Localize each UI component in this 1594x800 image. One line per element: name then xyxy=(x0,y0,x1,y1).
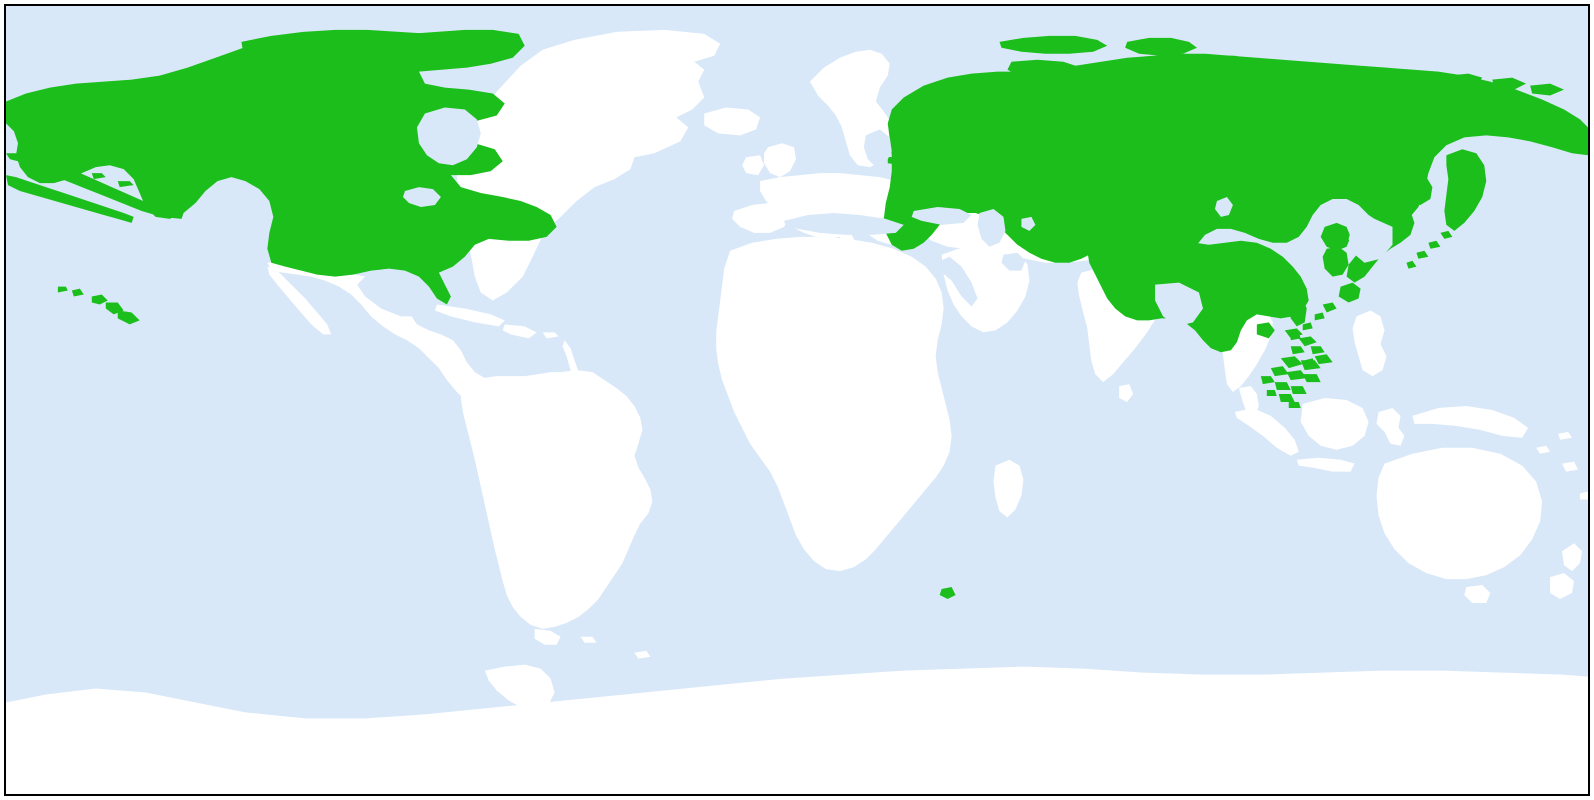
water-red-sea xyxy=(935,256,978,307)
highlighted-country-north-korea xyxy=(1320,222,1351,251)
land-layer xyxy=(6,29,1588,794)
water-gulf-of-mexico xyxy=(357,276,429,317)
landmass-new-guinea xyxy=(1412,405,1529,438)
water-bay-of-bengal xyxy=(1155,282,1203,327)
highlighted-region-south-china-sea-islands xyxy=(1260,328,1333,408)
highlighted-region-ryukyu-islands xyxy=(1290,312,1325,341)
highlighted-country-russia xyxy=(883,53,1588,269)
landmass-africa xyxy=(716,236,952,572)
water-hudson-bay xyxy=(416,107,481,166)
landmass-sri-lanka xyxy=(1119,384,1134,402)
landmass-madagascar xyxy=(993,459,1024,518)
water-lake-baikal xyxy=(1214,197,1233,217)
highlighted-region-south-atlantic-island xyxy=(939,587,956,599)
landmass-sulawesi xyxy=(1376,407,1405,446)
water-aral-sea xyxy=(1021,216,1036,231)
landmass-australia xyxy=(1376,447,1543,580)
water-baltic-sea xyxy=(863,129,892,168)
landmass-iceland xyxy=(704,107,761,136)
highlighted-region-kamchatka xyxy=(1444,149,1487,231)
landmass-new-zealand xyxy=(1550,543,1583,599)
highlighted-region-alaska xyxy=(6,153,184,219)
highlighted-country-canada-usa xyxy=(6,29,557,305)
landmass-sumatra xyxy=(1234,407,1299,456)
map-frame xyxy=(4,4,1590,796)
landmass-antarctic-peninsula xyxy=(484,664,555,711)
highlighted-region-hainan xyxy=(1256,322,1275,339)
water-mediterranean-sea xyxy=(784,212,904,235)
landmass-ireland xyxy=(742,155,765,176)
landmass-borneo xyxy=(1300,398,1369,450)
landmass-iberia xyxy=(732,203,791,233)
water-sea-of-japan xyxy=(1348,218,1393,263)
water-caspian-sea xyxy=(977,208,1006,247)
water-persian-gulf xyxy=(1001,252,1026,271)
landmass-falkland-islands xyxy=(580,636,597,643)
landmass-java xyxy=(1296,457,1355,472)
highlighted-region-kuril-islands xyxy=(1406,230,1453,269)
highlighted-country-china xyxy=(1087,224,1309,353)
landmass-baja-california xyxy=(267,266,332,335)
highlighted-region-hawaii xyxy=(57,286,140,325)
highlighted-country-taiwan xyxy=(1288,298,1307,327)
inland-water-layer xyxy=(357,107,1393,327)
landmass-patagonia-tip xyxy=(534,628,561,645)
highlighted-country-south-korea xyxy=(1322,246,1349,277)
highlighted-region-baltic-sliver xyxy=(891,133,916,142)
landmass-tasmania xyxy=(1464,585,1491,603)
highlighted-region-aleutian-islands xyxy=(6,159,158,223)
water-great-lakes xyxy=(402,187,441,207)
landmass-puerto-rico xyxy=(542,332,559,339)
landmass-south-america xyxy=(460,370,653,629)
landmass-south-georgia xyxy=(634,650,651,659)
landmass-philippines xyxy=(1352,310,1387,377)
highlighted-region-kaliningrad xyxy=(887,155,916,166)
landmass-antarctica xyxy=(6,666,1588,794)
highlighted-region-canadian-arctic xyxy=(241,29,477,58)
landmass-hispaniola xyxy=(502,324,537,339)
world-map-svg xyxy=(6,6,1588,794)
landmass-cuba xyxy=(434,304,505,327)
water-black-sea xyxy=(911,206,972,225)
landmass-british-isles xyxy=(764,143,797,178)
highlighted-region-russian-arctic-islands xyxy=(999,35,1565,96)
